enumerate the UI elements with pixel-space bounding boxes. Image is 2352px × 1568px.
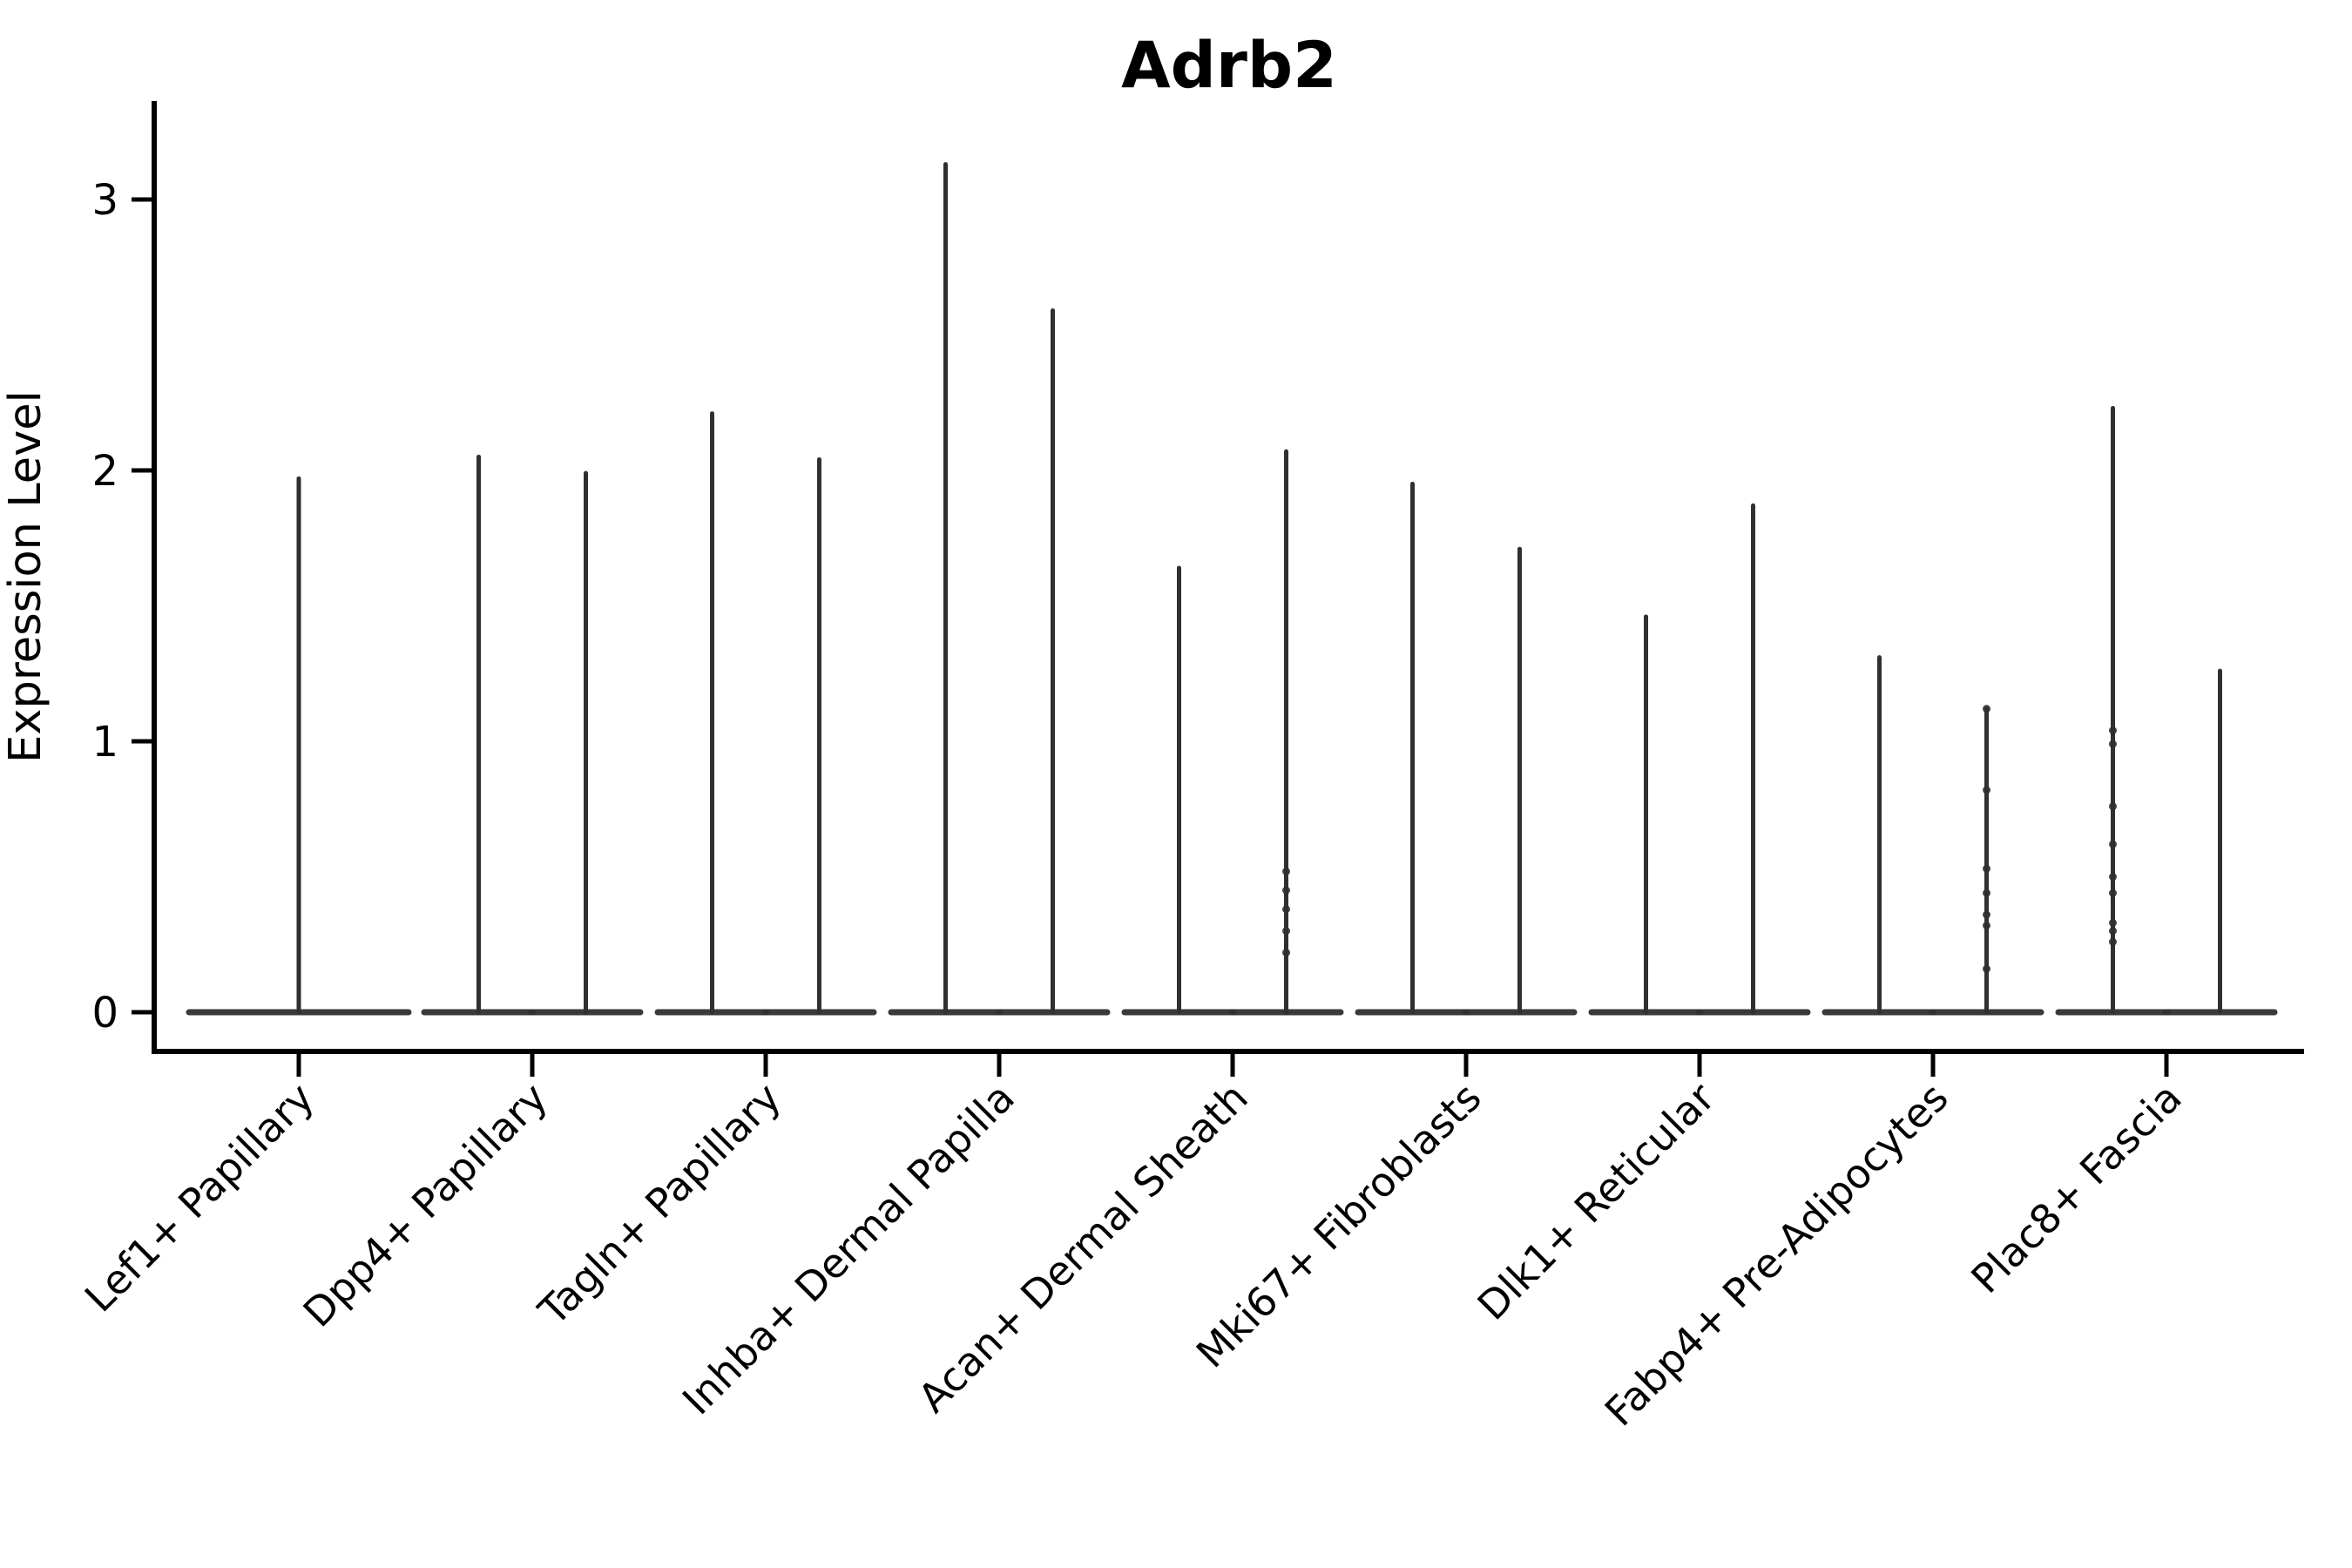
violins-group [186, 162, 2278, 1016]
data-point-dot [2109, 918, 2117, 927]
data-point-dot [1282, 905, 1290, 914]
x-tick-label: Lef1+ Papillary [76, 1074, 323, 1321]
y-tick-label: 3 [91, 176, 118, 225]
data-point-dot [1983, 786, 1990, 794]
x-tick-label-group: Tagln+ Papillary [529, 1074, 790, 1335]
x-tick-label: Tagln+ Papillary [529, 1074, 790, 1335]
violin [421, 454, 537, 1016]
x-tick-label-group: Dlk1+ Reticular [1469, 1074, 1724, 1329]
violin [2055, 405, 2171, 1016]
violin [1695, 503, 1811, 1016]
data-point-dot [2109, 889, 2117, 897]
y-tick-label: 1 [91, 718, 118, 767]
data-point-dot [1282, 886, 1290, 895]
y-tick-label: 2 [91, 447, 118, 496]
data-point-dot [2109, 927, 2117, 936]
violin [1228, 449, 1344, 1016]
data-point-dot [1282, 949, 1290, 957]
data-point-dot [2109, 727, 2117, 735]
violin [995, 308, 1111, 1016]
violin [1355, 482, 1470, 1016]
violin [186, 476, 412, 1016]
data-point-dot [1983, 921, 1990, 929]
y-axis-label-group: Expression Level [0, 390, 51, 763]
data-point-dot [2109, 802, 2117, 811]
data-point-dot [1282, 867, 1290, 875]
data-point-dot [2109, 840, 2117, 848]
y-axis-label: Expression Level [0, 390, 51, 763]
x-tick-label: Dpp4+ Papillary [294, 1074, 557, 1336]
data-point-dot [1983, 910, 1990, 919]
x-tick-label: Plac8+ Fascia [1962, 1074, 2190, 1302]
violin [888, 162, 1004, 1016]
y-tick-label: 0 [91, 989, 118, 1037]
x-tick-label-group: Plac8+ Fascia [1962, 1074, 2190, 1302]
x-tick-label-group: Dpp4+ Papillary [294, 1074, 557, 1336]
violin [761, 457, 877, 1016]
data-point-dot [1983, 889, 1990, 897]
x-tick-label: Dlk1+ Reticular [1469, 1074, 1724, 1329]
data-point-dot [2109, 937, 2117, 946]
violin [528, 470, 644, 1016]
data-point-dot [1282, 927, 1290, 936]
violin [1121, 565, 1237, 1016]
violin [1462, 546, 1578, 1016]
violin [1929, 705, 2044, 1016]
data-point-dot [1983, 964, 1990, 973]
x-tick-label-group: Lef1+ Papillary [76, 1074, 323, 1321]
violin [1821, 655, 1937, 1016]
data-point-dot [1983, 864, 1990, 873]
data-point-dot [2109, 873, 2117, 881]
violin [654, 411, 770, 1016]
violin [2162, 668, 2278, 1016]
violin [1588, 614, 1704, 1016]
chart-title: Adrb2 [1121, 29, 1337, 103]
data-point-dot [1983, 705, 1990, 713]
data-point-dot [2109, 740, 2117, 748]
